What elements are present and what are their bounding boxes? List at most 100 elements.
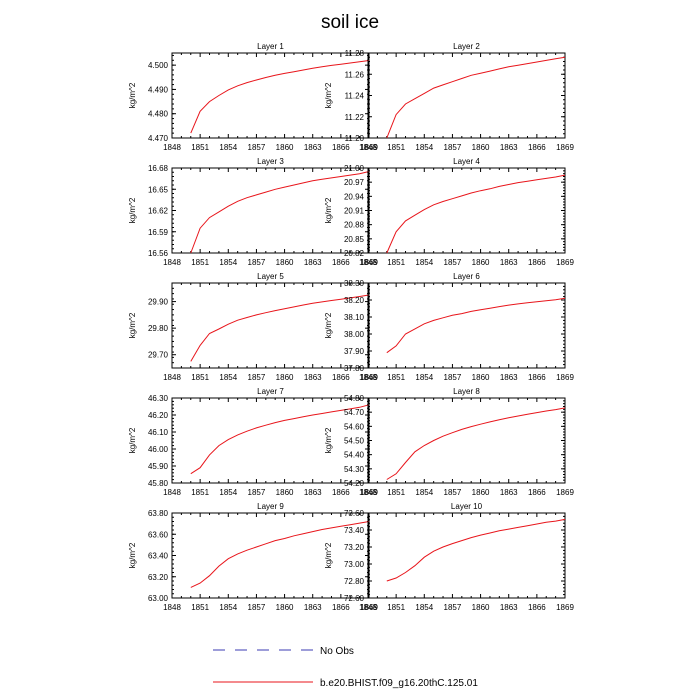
x-tick-label: 1869 [556, 603, 574, 612]
y-tick-label: 38.00 [344, 330, 365, 339]
y-tick-label: 11.22 [345, 113, 365, 122]
layer-panel: Layer 7 kg/m^2 1848 1851 1854 1857 1860 1863 186… [128, 387, 378, 497]
y-axis-label: kg/m^2 [128, 82, 137, 108]
x-tick-label: 1866 [332, 603, 350, 612]
x-tick-label: 1851 [387, 373, 405, 382]
y-tick-label: 20.94 [344, 192, 365, 201]
x-tick-label: 1854 [415, 373, 433, 382]
panel-title: Layer 6 [453, 272, 480, 281]
x-tick-label: 1866 [332, 488, 350, 497]
y-tick-label: 73.20 [344, 543, 365, 552]
x-tick-label: 1866 [332, 143, 350, 152]
x-tick-label: 1866 [332, 373, 350, 382]
x-tick-label: 1860 [276, 488, 294, 497]
layer-panel: Layer 4 kg/m^2 1848 1851 1854 1857 1860 1863 186… [324, 157, 574, 267]
y-tick-label: 54.20 [344, 479, 365, 488]
x-tick-label: 1857 [248, 488, 266, 497]
y-axis-label: kg/m^2 [128, 427, 137, 453]
x-tick-label: 1854 [219, 373, 237, 382]
x-tick-label: 1854 [219, 258, 237, 267]
x-tick-label: 1848 [359, 258, 377, 267]
series-line [190, 521, 370, 588]
y-tick-label: 73.40 [344, 526, 365, 535]
x-tick-label: 1869 [360, 373, 378, 382]
x-tick-label: 1863 [500, 488, 518, 497]
panel-title: Layer 1 [257, 42, 284, 51]
panel-title: Layer 8 [453, 387, 480, 396]
y-tick-label: 37.80 [344, 364, 365, 373]
panel-title: Layer 10 [451, 502, 483, 511]
x-tick-label: 1863 [304, 603, 322, 612]
x-tick-label: 1863 [500, 258, 518, 267]
panel-title: Layer 4 [453, 157, 480, 166]
panel-title: Layer 3 [257, 157, 284, 166]
y-tick-label: 20.97 [344, 178, 365, 187]
layer-panel: Layer 5 kg/m^2 1848 1851 1854 1857 1860 1863 186… [128, 272, 378, 382]
x-tick-label: 1866 [528, 143, 546, 152]
y-tick-label: 54.50 [344, 437, 365, 446]
x-tick-label: 1863 [500, 143, 518, 152]
y-tick-label: 46.20 [148, 411, 169, 420]
series-line [190, 294, 370, 362]
layer-panel: Layer 9 kg/m^2 1848 1851 1854 1857 1860 1863 186… [128, 502, 378, 612]
legend: No Obs b.e20.BHIST.f09_g16.20thC.125.01 [213, 646, 478, 689]
plot-frame [367, 512, 566, 599]
x-tick-label: 1863 [304, 258, 322, 267]
x-tick-label: 1851 [191, 258, 209, 267]
y-tick-label: 72.80 [344, 577, 365, 586]
legend-model-label: b.e20.BHIST.f09_g16.20thC.125.01 [320, 678, 478, 689]
x-tick-label: 1866 [528, 603, 546, 612]
y-tick-label: 16.68 [148, 164, 169, 173]
x-tick-label: 1857 [248, 143, 266, 152]
y-tick-label: 54.60 [344, 422, 365, 431]
y-tick-label: 11.24 [345, 92, 365, 101]
y-tick-label: 54.70 [344, 408, 365, 417]
plot-frame [367, 397, 566, 484]
x-tick-label: 1848 [163, 603, 181, 612]
series-line [190, 171, 370, 254]
x-tick-label: 1866 [332, 258, 350, 267]
x-tick-label: 1851 [387, 143, 405, 152]
x-tick-label: 1857 [444, 373, 462, 382]
x-tick-label: 1866 [528, 488, 546, 497]
y-axis-label: kg/m^2 [128, 197, 137, 223]
x-tick-label: 1854 [219, 143, 237, 152]
x-tick-label: 1866 [528, 258, 546, 267]
x-tick-label: 1854 [219, 488, 237, 497]
x-tick-label: 1848 [163, 258, 181, 267]
series-line [190, 404, 370, 475]
y-tick-label: 73.60 [344, 509, 365, 518]
y-tick-label: 54.30 [344, 465, 365, 474]
x-tick-label: 1860 [472, 373, 490, 382]
y-tick-label: 20.82 [344, 249, 365, 258]
x-tick-label: 1869 [360, 603, 378, 612]
y-tick-label: 37.90 [344, 347, 365, 356]
x-tick-label: 1863 [304, 488, 322, 497]
x-tick-label: 1851 [387, 488, 405, 497]
x-tick-label: 1860 [276, 373, 294, 382]
y-axis-label: kg/m^2 [324, 82, 333, 108]
x-tick-label: 1848 [163, 373, 181, 382]
y-tick-label: 11.26 [345, 70, 365, 79]
y-tick-label: 16.65 [148, 185, 169, 194]
legend-no-obs-label: No Obs [320, 646, 354, 657]
plot-frame [367, 282, 566, 369]
y-tick-label: 20.85 [344, 235, 365, 244]
x-tick-label: 1851 [387, 258, 405, 267]
x-tick-label: 1860 [472, 603, 490, 612]
chart-panels: Layer 1 kg/m^2 1848 1851 1854 1857 1860 1863 186… [128, 42, 574, 612]
plot-frame [171, 282, 370, 369]
x-tick-label: 1863 [304, 373, 322, 382]
x-tick-label: 1869 [556, 143, 574, 152]
figure-title: soil ice [321, 12, 379, 33]
x-tick-label: 1860 [472, 488, 490, 497]
x-tick-label: 1863 [304, 143, 322, 152]
plot-frame [367, 52, 566, 139]
x-tick-label: 1848 [163, 143, 181, 152]
y-tick-label: 63.00 [148, 594, 169, 603]
layer-panel: Layer 10 kg/m^2 1848 1851 1854 1857 1860 1863 18… [324, 502, 574, 612]
y-tick-label: 4.470 [148, 134, 169, 143]
x-tick-label: 1869 [360, 258, 378, 267]
x-tick-label: 1848 [359, 488, 377, 497]
y-axis-label: kg/m^2 [324, 427, 333, 453]
